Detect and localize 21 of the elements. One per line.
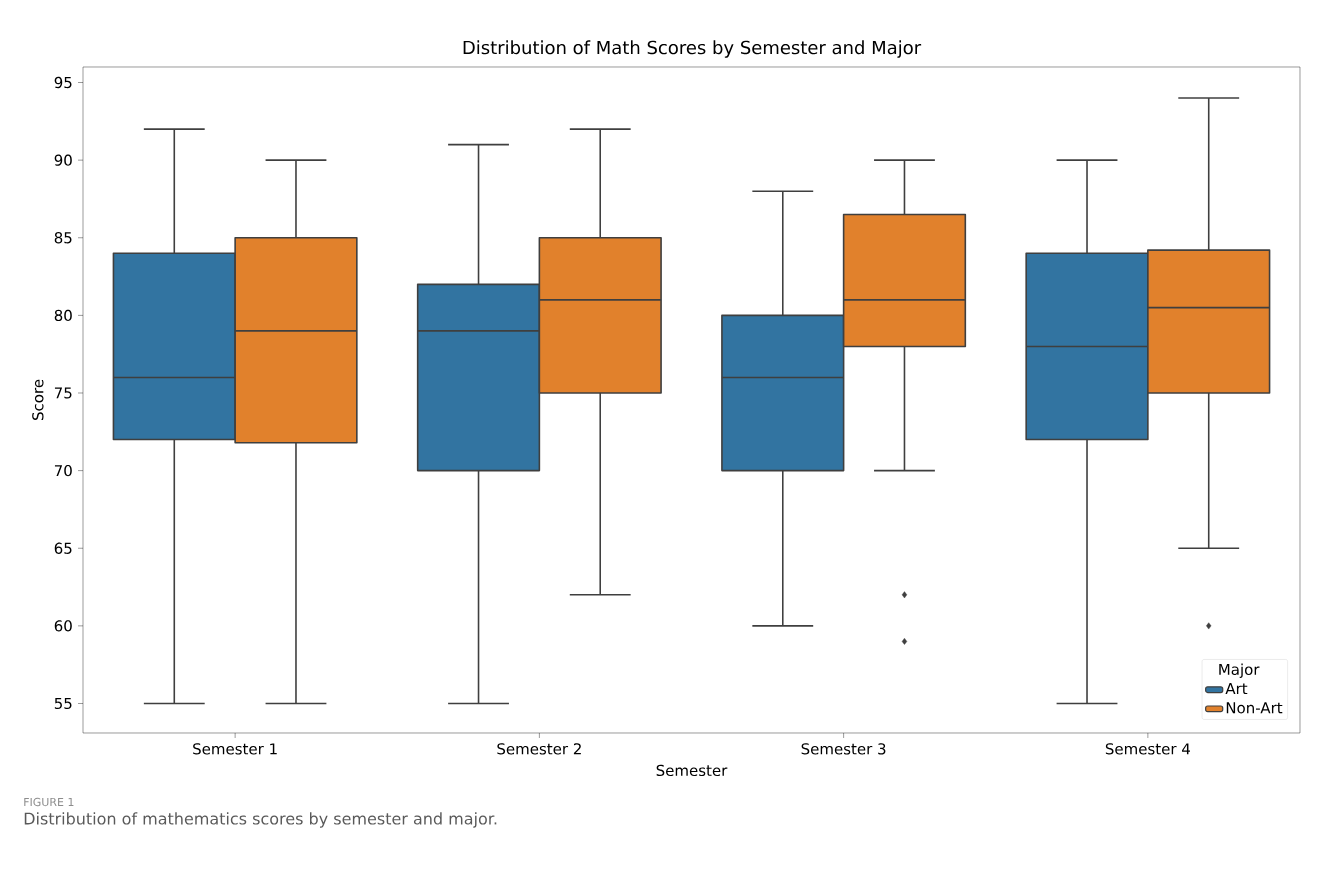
x-tick-label: Semester 2 <box>497 743 581 755</box>
legend-title: Major <box>1219 663 1260 678</box>
legend-label: Art <box>1225 683 1248 695</box>
y-tick-label: 85 <box>54 232 72 244</box>
y-tick-label: 55 <box>54 697 72 710</box>
y-tick-label: 60 <box>54 620 72 632</box>
caption: FIGURE 1 <box>24 797 74 807</box>
text: Distribution of mathematics scores by semester and major. <box>24 812 497 828</box>
y-axis-title: Score <box>32 379 44 420</box>
x-tick-label: Semester 3 <box>801 743 886 755</box>
x-tick-label: Semester 1 <box>193 743 277 755</box>
y-tick-label: 75 <box>54 387 72 399</box>
chart-title: Distribution of Math Scores by Semester and Major <box>463 40 922 58</box>
y-tick-label: 70 <box>54 464 72 477</box>
x-tick-label: Semester 4 <box>1105 743 1190 755</box>
x-axis-title: Semester <box>656 764 728 777</box>
legend-label: Non-Art <box>1226 702 1283 714</box>
y-tick-label: 90 <box>54 154 72 166</box>
y-tick-label: 65 <box>54 542 72 554</box>
y-tick-label: 80 <box>54 309 72 322</box>
y-tick-label: 95 <box>54 76 72 89</box>
